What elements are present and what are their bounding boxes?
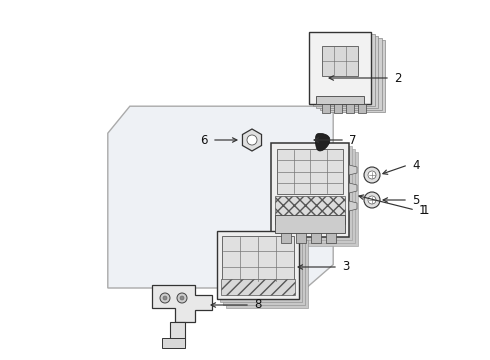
Circle shape xyxy=(180,296,184,300)
Polygon shape xyxy=(346,104,354,113)
Text: 8: 8 xyxy=(254,298,261,311)
Polygon shape xyxy=(309,32,371,104)
Text: 1: 1 xyxy=(419,203,426,216)
Circle shape xyxy=(160,293,170,303)
Circle shape xyxy=(364,167,380,183)
Polygon shape xyxy=(326,233,336,243)
Polygon shape xyxy=(275,215,345,233)
Polygon shape xyxy=(275,196,345,224)
Polygon shape xyxy=(322,46,358,76)
Text: 7: 7 xyxy=(349,134,357,147)
Circle shape xyxy=(368,196,376,204)
Text: 1: 1 xyxy=(422,203,430,216)
Polygon shape xyxy=(319,38,382,110)
Polygon shape xyxy=(280,152,358,246)
Polygon shape xyxy=(281,233,291,243)
Polygon shape xyxy=(313,34,374,106)
Polygon shape xyxy=(349,201,357,211)
Polygon shape xyxy=(274,146,352,240)
Polygon shape xyxy=(334,104,342,113)
Polygon shape xyxy=(217,231,299,299)
Text: 4: 4 xyxy=(412,158,419,171)
Polygon shape xyxy=(223,237,305,305)
Polygon shape xyxy=(108,106,333,288)
Text: 5: 5 xyxy=(412,194,419,207)
Text: 2: 2 xyxy=(394,72,401,85)
Polygon shape xyxy=(162,338,185,348)
Polygon shape xyxy=(316,96,364,104)
Polygon shape xyxy=(358,104,366,113)
Polygon shape xyxy=(349,165,357,175)
Text: 6: 6 xyxy=(200,134,208,147)
Polygon shape xyxy=(222,236,294,282)
Circle shape xyxy=(247,135,257,145)
Polygon shape xyxy=(323,40,385,112)
Polygon shape xyxy=(152,285,212,322)
Polygon shape xyxy=(277,149,355,243)
Circle shape xyxy=(177,293,187,303)
Polygon shape xyxy=(243,129,262,151)
Polygon shape xyxy=(220,234,302,302)
Polygon shape xyxy=(170,322,185,345)
Polygon shape xyxy=(316,36,378,108)
Polygon shape xyxy=(311,233,321,243)
Polygon shape xyxy=(221,279,295,295)
Polygon shape xyxy=(271,143,349,237)
Circle shape xyxy=(368,171,376,179)
Text: 3: 3 xyxy=(342,261,349,274)
Polygon shape xyxy=(322,104,330,113)
Polygon shape xyxy=(349,183,357,193)
Polygon shape xyxy=(316,134,330,151)
Polygon shape xyxy=(277,149,343,194)
Circle shape xyxy=(364,192,380,208)
Polygon shape xyxy=(226,240,308,308)
Polygon shape xyxy=(296,233,306,243)
Circle shape xyxy=(163,296,167,300)
